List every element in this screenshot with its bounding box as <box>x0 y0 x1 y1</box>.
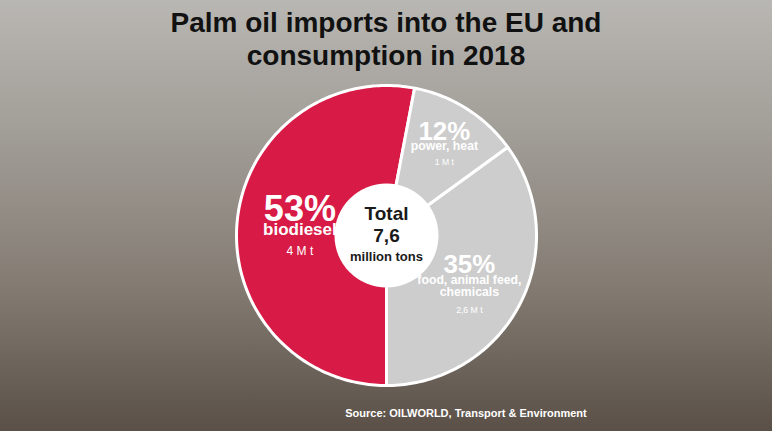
svg-text:Total: Total <box>365 203 409 224</box>
svg-text:biodiesel: biodiesel <box>263 220 337 239</box>
svg-text:53%: 53% <box>263 188 336 230</box>
svg-text:35%: 35% <box>443 250 496 279</box>
svg-text:1 M t1: 1 M t1 <box>435 157 455 167</box>
svg-text:7,67.6: 7,67.6 <box>373 225 399 246</box>
html-text:Palm oil imports into the EU a: Palm oil imports into the EU and consump… <box>170 7 602 71</box>
html-text:Source: OILWORLD, Transport &: Source: OILWORLD, Transport & Environmen… <box>345 407 587 419</box>
svg-text:power, heat: power, heat <box>411 139 478 153</box>
svg-text:food, animal feed,chemicals: food, animal feed,chemicals <box>417 273 521 299</box>
svg-text:million tons: million tons <box>350 249 423 264</box>
svg-text:2,6 M t2.6: 2,6 M t2.6 <box>456 305 483 315</box>
svg-text:4 M t4: 4 M t4 <box>287 244 314 258</box>
svg-text:12%: 12% <box>418 117 471 145</box>
